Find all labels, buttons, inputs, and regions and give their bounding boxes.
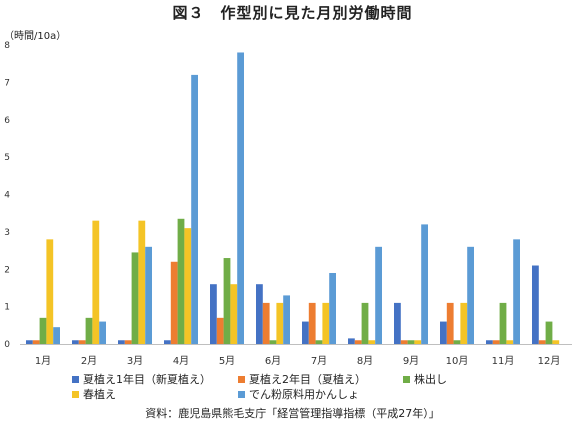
bar <box>329 272 336 344</box>
bar <box>223 258 231 344</box>
legend-label: 夏植え1年目（新夏植え） <box>83 373 211 386</box>
legend-label: 株出し <box>414 373 447 386</box>
bar <box>39 317 47 344</box>
bar <box>513 239 520 344</box>
bar <box>492 340 500 344</box>
y-tick-label: 5 <box>4 153 10 163</box>
bar <box>177 218 185 344</box>
bar <box>131 252 139 344</box>
bar <box>361 302 369 344</box>
legend-label: 春植え <box>83 388 116 401</box>
bar <box>164 340 171 344</box>
x-tick-label: 4月 <box>173 355 189 367</box>
bar <box>145 246 152 344</box>
x-tick-label: 5月 <box>219 355 235 367</box>
legend-swatch <box>72 375 79 383</box>
bar <box>506 340 514 344</box>
bar <box>256 284 263 344</box>
bar <box>230 284 238 344</box>
legend-swatch <box>403 375 410 383</box>
bar <box>92 220 100 344</box>
bar <box>269 340 277 344</box>
legend-item-starch-sweet-potato: でん粉原料用かんしょ <box>238 386 359 402</box>
x-tick-label: 7月 <box>311 355 327 367</box>
legend-swatch <box>72 390 79 398</box>
bar <box>545 321 553 344</box>
legend-item-summer-2nd-year: 夏植え2年目（夏植え） <box>238 371 366 387</box>
bar <box>407 340 415 344</box>
bar <box>394 302 401 344</box>
bar <box>315 340 323 344</box>
x-tick-label: 1月 <box>35 355 51 367</box>
bar <box>85 317 93 344</box>
x-tick-label: 6月 <box>265 355 281 367</box>
bar <box>375 246 382 344</box>
x-tick-label: 8月 <box>357 355 373 367</box>
y-tick-label: 3 <box>4 228 10 238</box>
bar <box>276 302 284 344</box>
bar <box>302 321 309 344</box>
y-tick-label: 1 <box>4 303 10 313</box>
y-axis-unit-label: （時間/10a） <box>4 31 67 42</box>
legend-item-ratoon: 株出し <box>403 371 447 387</box>
bar <box>400 340 408 344</box>
legend-label: でん粉原料用かんしょ <box>249 388 359 401</box>
bar <box>26 340 33 344</box>
bar <box>348 338 355 344</box>
x-tick-label: 3月 <box>127 355 143 367</box>
bar <box>421 224 428 344</box>
bar <box>354 340 362 344</box>
bar <box>440 321 447 344</box>
y-tick-label: 6 <box>4 116 10 126</box>
bar <box>453 340 461 344</box>
bar <box>486 340 493 344</box>
source-note: 資料：鹿児島県熊毛支庁「経営管理指導指標（平成27年）」 <box>145 407 440 420</box>
bar <box>499 302 507 344</box>
bar <box>446 302 454 344</box>
y-tick-label: 4 <box>4 191 10 201</box>
bar <box>72 340 79 344</box>
bar <box>322 302 330 344</box>
legend-swatch <box>238 390 245 398</box>
y-tick-label: 7 <box>4 78 10 88</box>
bar <box>124 340 132 344</box>
bar <box>368 340 376 344</box>
bar <box>184 228 192 344</box>
bar <box>216 317 224 344</box>
legend-label: 夏植え2年目（夏植え） <box>249 373 366 386</box>
bar <box>538 340 546 344</box>
y-tick-label: 0 <box>4 340 10 350</box>
bar <box>460 302 468 344</box>
bar <box>118 340 125 344</box>
legend-swatch <box>238 375 245 383</box>
bar <box>467 246 474 344</box>
bar <box>138 220 146 344</box>
x-tick-label: 9月 <box>403 355 419 367</box>
bar <box>210 284 217 344</box>
bar <box>532 265 539 344</box>
bar <box>46 239 54 344</box>
bar <box>308 302 316 344</box>
bar <box>237 52 244 344</box>
bar <box>53 327 60 344</box>
x-tick-label: 11月 <box>492 355 515 367</box>
bar <box>283 295 290 344</box>
y-tick-label: 8 <box>4 41 10 51</box>
legend-item-spring-planting: 春植え <box>72 386 116 402</box>
legend-item-summer-1st-year: 夏植え1年目（新夏植え） <box>72 371 211 387</box>
bar <box>191 74 198 345</box>
x-tick-label: 12月 <box>538 355 561 367</box>
x-tick-label: 10月 <box>446 355 469 367</box>
bar <box>170 261 178 344</box>
bar <box>552 340 560 344</box>
chart-title: 図３ 作型別に見た月別労働時間 <box>172 4 413 22</box>
bar-chart: 0 1 2 3 4 5 6 7 8 1月 2月 3月 4月 5月 6月 7月 8月 9月 10月 11月 12月 <box>4 41 572 367</box>
bar <box>414 340 422 344</box>
bar <box>262 302 270 344</box>
bar <box>99 321 106 344</box>
bar <box>32 340 40 344</box>
x-tick-label: 2月 <box>81 355 97 367</box>
y-tick-label: 2 <box>4 265 10 275</box>
bar <box>78 340 86 344</box>
